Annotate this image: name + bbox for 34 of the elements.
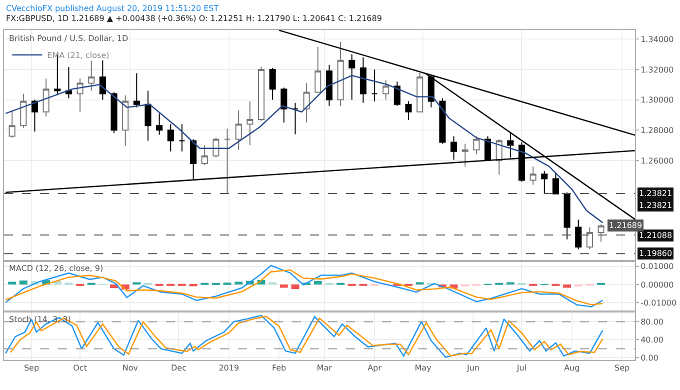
x-tick-label: Oct [73, 364, 87, 373]
annotation: 1.21689 [609, 221, 642, 230]
ref-line-label: 1.23821 [639, 189, 672, 198]
x-tick-label: Jul [516, 364, 527, 373]
x-tick-label: Aug [564, 364, 580, 373]
chart-title: MACD (12, 26, close, 9) [9, 264, 104, 273]
y-tick-label: 1.30000 [640, 96, 674, 105]
y-tick-label: 0.00000 [640, 280, 674, 290]
y-tick-label: 1.28000 [640, 126, 674, 135]
text: 1.23821 [639, 201, 672, 210]
x-tick-label: Mar [316, 364, 333, 373]
y-tick-label: 1.26000 [640, 156, 674, 166]
text: FX:GBPUSD, 1D 1.21689 ▲ +0.00438 (+0.36%) O: 1.21251 H: 1.21790 L: 1.20641 C: 1.21689 [6, 14, 382, 23]
x-tick-label: Sep [24, 364, 40, 373]
x-tick-label: Sep [614, 364, 630, 373]
y-tick-label: 1.34000 [640, 34, 674, 44]
ref-line-label: 1.19860 [639, 249, 672, 258]
y-tick-label: 1.32000 [640, 65, 674, 74]
y-tick-label: 0.00 [640, 354, 658, 363]
text: British Pound / U.S. Dollar, 1D [9, 34, 128, 43]
text: CVecchioFX published August 20, 2019 11:51:20 EST [6, 4, 219, 13]
x-tick-label: Apr [368, 364, 382, 373]
x-tick-label: Nov [122, 364, 138, 373]
x-tick-label: Jun [466, 364, 480, 373]
legend-label: EMA (21, close) [47, 50, 110, 60]
y-tick-label: 40.00 [640, 336, 664, 345]
ref-line-label: 1.21088 [639, 231, 672, 240]
x-tick-label: May [414, 364, 432, 373]
x-tick-label: Feb [272, 364, 286, 373]
x-tick-label: 2019 [218, 364, 240, 373]
y-tick-label: 80.00 [640, 318, 664, 327]
y-tick-label: -0.01000 [640, 298, 677, 308]
y-tick-label: 0.01000 [640, 262, 674, 272]
x-tick-label: Dec [171, 364, 186, 373]
